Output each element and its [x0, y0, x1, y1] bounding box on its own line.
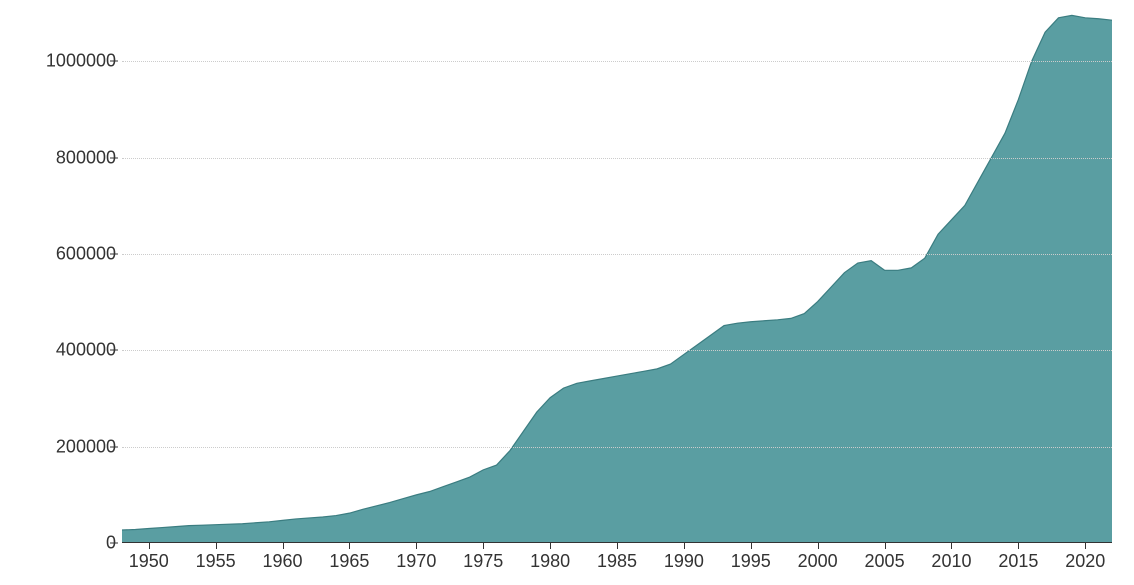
- grid-line: [122, 254, 1112, 255]
- grid-line: [122, 350, 1112, 351]
- x-axis-label: 2000: [798, 551, 838, 572]
- x-tick-mark: [617, 543, 618, 549]
- x-tick-mark: [951, 543, 952, 549]
- x-axis-label: 1990: [664, 551, 704, 572]
- x-tick-mark: [1018, 543, 1019, 549]
- x-tick-mark: [818, 543, 819, 549]
- x-axis-label: 1985: [597, 551, 637, 572]
- x-axis-label: 1975: [463, 551, 503, 572]
- y-axis-label: 400000: [16, 340, 116, 361]
- y-tick-mark: [110, 543, 118, 544]
- x-tick-mark: [550, 543, 551, 549]
- x-axis-label: 2015: [998, 551, 1038, 572]
- y-axis-label: 800000: [16, 147, 116, 168]
- y-axis-label: 600000: [16, 243, 116, 264]
- area-path: [122, 13, 1112, 542]
- grid-line: [122, 447, 1112, 448]
- x-tick-mark: [149, 543, 150, 549]
- plot-area: [122, 13, 1112, 543]
- x-axis-label: 2010: [931, 551, 971, 572]
- grid-line: [122, 61, 1112, 62]
- y-axis-label: 0: [16, 533, 116, 554]
- y-tick-mark: [110, 253, 118, 254]
- x-tick-mark: [684, 543, 685, 549]
- x-tick-mark: [483, 543, 484, 549]
- x-tick-mark: [349, 543, 350, 549]
- x-axis-label: 1970: [396, 551, 436, 572]
- area-chart: 0 200000 400000 600000 800000 1000000 1950 1955…: [0, 8, 1134, 585]
- y-axis-label: 200000: [16, 436, 116, 457]
- x-axis-label: 1960: [263, 551, 303, 572]
- x-tick-mark: [1085, 543, 1086, 549]
- grid-line: [122, 158, 1112, 159]
- x-axis-label: 1965: [329, 551, 369, 572]
- x-axis-label: 1950: [129, 551, 169, 572]
- x-tick-mark: [216, 543, 217, 549]
- y-tick-mark: [110, 446, 118, 447]
- x-tick-mark: [885, 543, 886, 549]
- x-tick-mark: [751, 543, 752, 549]
- x-axis-label: 1980: [530, 551, 570, 572]
- y-axis-label: 1000000: [16, 51, 116, 72]
- x-axis-label: 1955: [196, 551, 236, 572]
- y-tick-mark: [110, 61, 118, 62]
- x-axis-label: 1995: [731, 551, 771, 572]
- x-tick-mark: [283, 543, 284, 549]
- x-tick-mark: [416, 543, 417, 549]
- x-axis-label: 2005: [865, 551, 905, 572]
- x-axis-label: 2020: [1065, 551, 1105, 572]
- y-tick-mark: [110, 157, 118, 158]
- y-tick-mark: [110, 350, 118, 351]
